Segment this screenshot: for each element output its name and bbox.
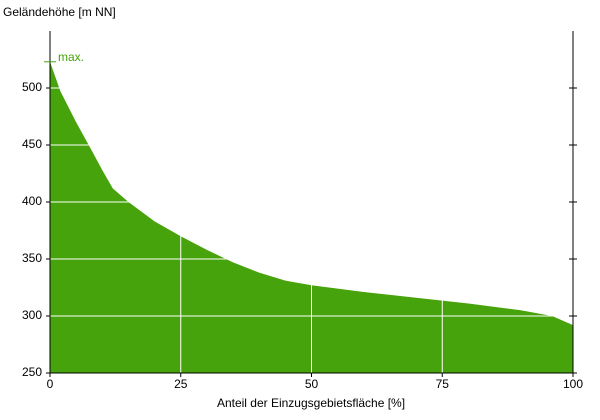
x-axis-label: Anteil der Einzugsgebietsfläche [%] xyxy=(217,396,405,410)
x-tick-label: 50 xyxy=(305,377,319,391)
y-tick-label: 350 xyxy=(22,251,42,265)
y-axis-label: Geländehöhe [m NN] xyxy=(3,5,116,19)
y-tick-label: 400 xyxy=(22,194,42,208)
annotation: max. xyxy=(58,50,84,64)
x-tick-label: 25 xyxy=(174,377,188,391)
x-tick-label: 75 xyxy=(436,377,450,391)
y-tick-label: 300 xyxy=(22,308,42,322)
y-tick-label: 450 xyxy=(22,137,42,151)
y-tick-label: 250 xyxy=(22,365,42,379)
y-tick-label: 500 xyxy=(22,80,42,94)
x-tick-label: 100 xyxy=(563,377,583,391)
x-tick-label: 0 xyxy=(47,377,54,391)
